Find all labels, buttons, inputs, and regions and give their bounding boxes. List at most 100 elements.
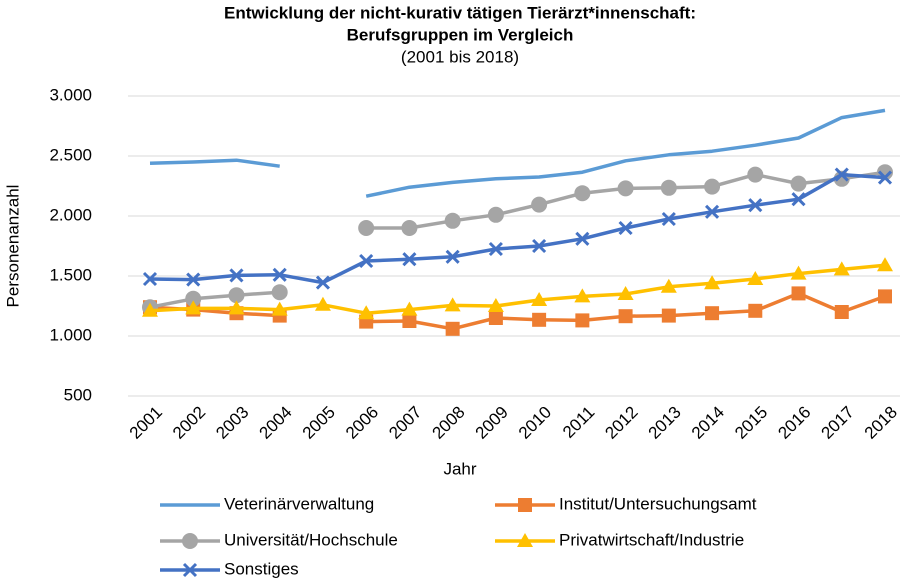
marker [358,305,375,320]
marker [877,170,893,185]
marker [314,296,331,311]
legend-label: Institut/Untersuchungsamt [559,494,757,513]
y-tick-label: 2.000 [49,205,92,224]
marker [401,301,418,316]
marker [574,288,591,303]
marker [877,257,893,272]
marker [747,166,764,183]
series [142,164,893,316]
x-tick-label: 2007 [385,403,425,443]
marker [315,275,331,290]
y-axis-label: Personenanzahl [3,185,22,308]
legend-label: Veterinärverwaltung [224,494,374,513]
marker [142,302,158,317]
series [142,257,893,320]
marker [142,271,158,287]
marker [791,286,806,301]
chart-title: Entwicklung der nicht-kurativ tätigen Ti… [224,3,696,22]
marker [661,211,676,227]
x-tick-label: 2015 [731,403,771,443]
marker [617,286,634,300]
line [149,291,886,331]
marker [488,241,503,257]
x-tick-label: 2004 [256,403,296,443]
marker [271,284,288,301]
marker [402,314,417,328]
x-tick-label: 2011 [559,403,598,442]
marker [359,253,374,269]
marker [228,287,245,304]
x-tick-label: 2008 [428,403,468,443]
x-tick-label: 2009 [472,403,512,443]
y-tick-label: 1.500 [49,265,92,284]
series [142,167,893,290]
x-tick-label: 2016 [774,403,814,443]
marker [618,309,633,324]
marker [748,198,763,213]
marker [704,178,721,195]
marker [487,298,504,312]
marker [185,300,202,315]
legend-label: Universität/Hochschule [224,530,398,549]
marker [229,268,244,283]
marker [532,238,547,254]
legend-marker [182,533,198,549]
marker [185,290,202,307]
marker [791,192,806,207]
x-tick-label: 2012 [601,403,641,443]
marker [834,167,849,182]
x-tick-label: 2002 [169,403,209,443]
marker [790,175,807,192]
marker [748,303,763,318]
marker [574,185,591,202]
line [149,170,886,309]
x-axis-label: Jahr [443,459,476,478]
y-tick-label: 500 [64,385,92,404]
chart-subtitle: (2001 bis 2018) [401,47,519,66]
marker [531,292,548,306]
marker [445,249,460,264]
marker [444,297,461,312]
marker [704,204,720,219]
legend-marker [182,562,198,578]
marker [834,305,849,319]
marker [532,312,547,327]
marker [617,180,634,197]
marker [444,212,461,229]
marker [358,220,375,236]
x-tick-label: 2001 [126,403,166,443]
marker [618,220,633,236]
marker [705,306,720,321]
marker [575,313,590,328]
x-tick-label: 2013 [645,403,685,443]
series [149,108,886,198]
marker [878,289,892,304]
line [149,172,886,285]
x-tick-label: 2017 [818,403,858,443]
marker [271,301,288,316]
marker [661,308,676,323]
line [149,263,886,315]
x-tick-label: 2005 [299,403,339,443]
marker [401,220,418,236]
x-tick-label: 2018 [861,403,901,443]
y-tick-label: 3.000 [49,85,92,104]
marker [186,272,201,287]
x-tick-label: 2006 [342,403,382,443]
marker [660,278,677,293]
marker [747,271,764,285]
marker [575,231,590,246]
marker [445,321,460,336]
y-tick-label: 2.500 [49,145,92,164]
legend-marker [517,533,533,547]
marker [487,206,504,223]
marker [488,311,503,325]
x-tick-label: 2014 [688,403,728,443]
marker [402,252,417,267]
legend-label: Sonstiges [224,559,299,578]
marker [704,275,721,290]
x-tick-label: 2010 [515,403,555,443]
marker [660,179,677,196]
marker [531,196,548,213]
